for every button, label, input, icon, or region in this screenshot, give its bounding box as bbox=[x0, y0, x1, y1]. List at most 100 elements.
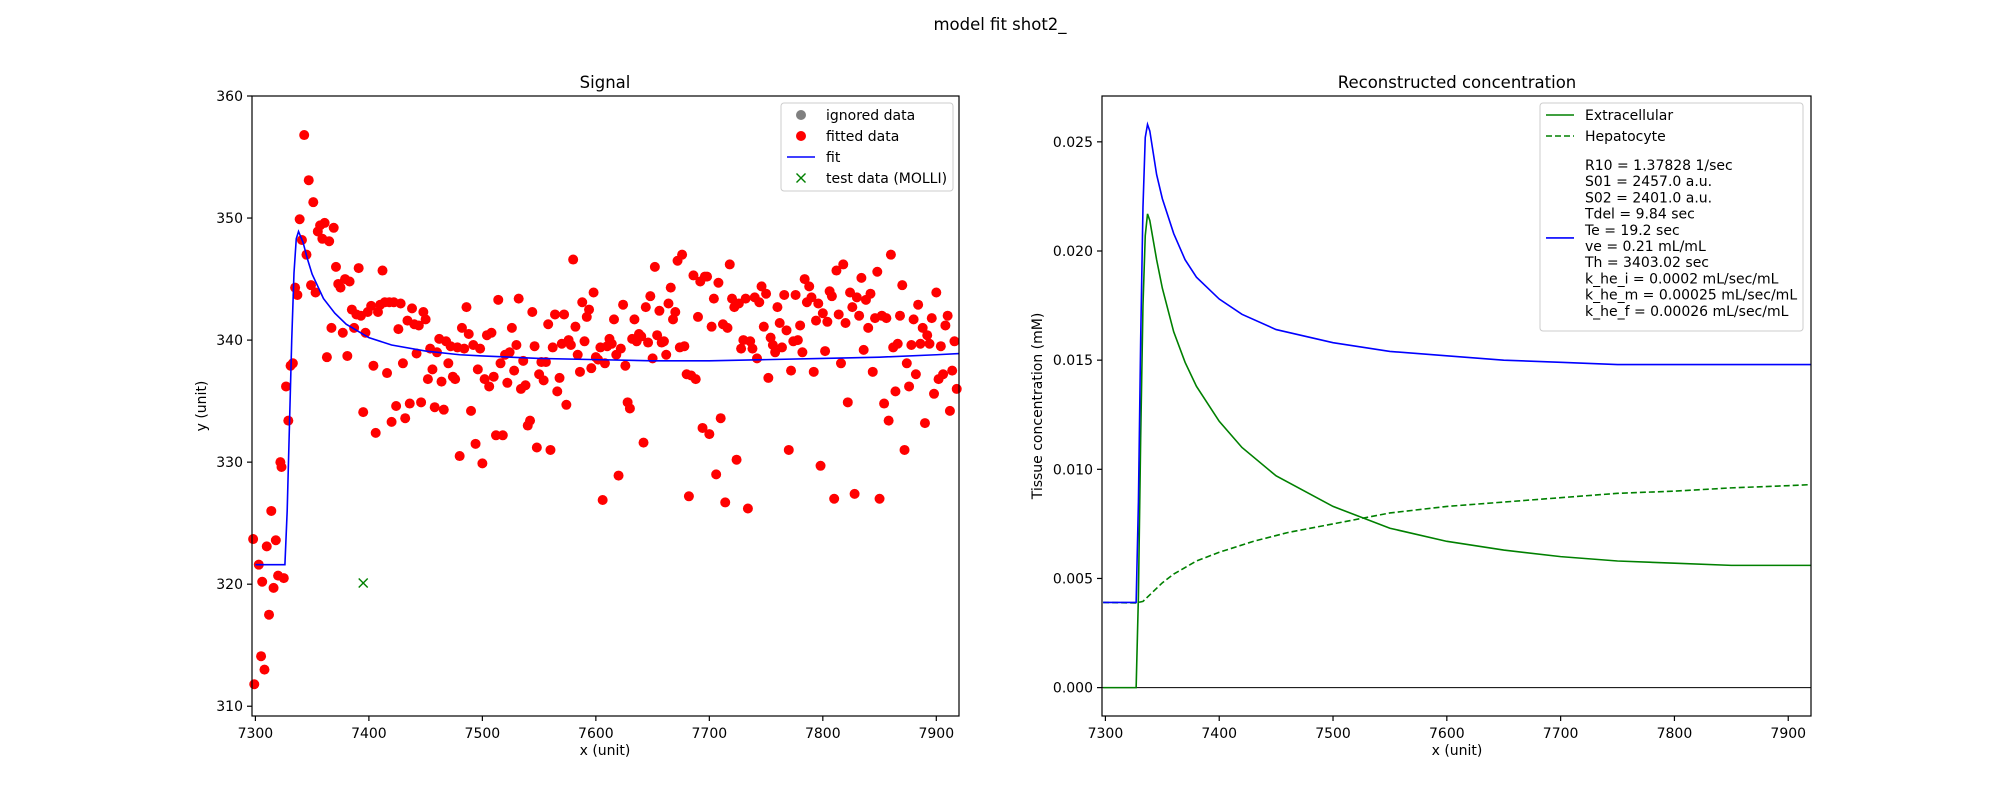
fitted-data-point bbox=[438, 404, 449, 415]
fitted-data-point bbox=[822, 316, 833, 327]
fitted-data-point bbox=[463, 328, 474, 339]
fitted-data-point bbox=[899, 444, 910, 455]
fitted-data-point bbox=[904, 381, 915, 392]
fitted-data-point bbox=[540, 357, 551, 368]
fitted-data-point bbox=[543, 319, 554, 330]
fit-line bbox=[255, 229, 960, 566]
fitted-data-point bbox=[690, 374, 701, 385]
figure-title: model fit shot2_ bbox=[933, 15, 1067, 35]
fitted-data-point bbox=[550, 309, 560, 320]
signal-ytick-label: 340 bbox=[216, 333, 243, 349]
signal-legend-label: ignored data bbox=[826, 108, 915, 124]
concentration-panel: Reconstructed concentration x (unit) Tis… bbox=[1030, 73, 1812, 759]
signal-panel: Signal x (unit) y (unit) 7300 7400 7500 760… bbox=[194, 73, 962, 759]
fitted-data-point bbox=[584, 304, 595, 315]
concentration-legend-label: Hepatocyte bbox=[1585, 129, 1666, 145]
fitted-data-point bbox=[488, 371, 499, 382]
fitted-data-point bbox=[692, 311, 703, 322]
fitted-data-point bbox=[493, 294, 504, 305]
fitted-data-point bbox=[321, 352, 332, 363]
fitted-data-point bbox=[368, 360, 379, 371]
fitted-data-point bbox=[454, 451, 465, 462]
fitted-data-point bbox=[366, 300, 377, 311]
concentration-ytick-label: 0.010 bbox=[1053, 462, 1093, 478]
fitted-data-point bbox=[416, 397, 427, 408]
fitted-data-point bbox=[638, 437, 649, 448]
fitted-data-point bbox=[817, 308, 828, 319]
fitted-data-point bbox=[308, 197, 319, 208]
fitted-data-point bbox=[702, 271, 713, 282]
fitted-data-point bbox=[486, 327, 497, 338]
fitted-data-point bbox=[849, 488, 860, 499]
fitted-data-point bbox=[919, 418, 930, 429]
fitted-data-point bbox=[554, 372, 565, 383]
fitted-data-point bbox=[835, 358, 846, 369]
fitted-data-point bbox=[929, 388, 940, 399]
fitted-data-point bbox=[353, 263, 364, 274]
fitted-data-point bbox=[360, 327, 371, 338]
fitted-data-point bbox=[661, 349, 672, 360]
fitted-data-point bbox=[792, 335, 803, 346]
param-text-line: Tdel = 9.84 sec bbox=[1584, 207, 1695, 223]
fitted-data-point bbox=[472, 364, 483, 375]
fitted-data-point bbox=[872, 266, 883, 277]
fitted-data-point bbox=[561, 399, 572, 410]
fitted-data-point bbox=[856, 272, 867, 283]
concentration-ticks: 7300 7400 7500 7600 7700 7800 7900 0.000 0.005 0.… bbox=[1053, 135, 1806, 742]
fitted-data-point bbox=[395, 298, 406, 309]
fitted-data-point bbox=[386, 416, 397, 427]
fitted-data-point bbox=[413, 320, 424, 331]
fitted-data-point bbox=[552, 386, 563, 397]
fitted-data-point bbox=[299, 130, 310, 141]
fitted-data-point bbox=[944, 405, 955, 416]
fitted-data-point bbox=[525, 415, 536, 426]
fitted-data-point bbox=[466, 405, 477, 416]
signal-xtick-label: 7700 bbox=[692, 726, 728, 742]
fitted-data-point bbox=[740, 293, 751, 304]
fitted-data-point bbox=[708, 293, 719, 304]
fitted-data-point bbox=[813, 298, 824, 309]
fitted-data-point bbox=[942, 310, 953, 321]
fitted-data-point bbox=[786, 365, 797, 376]
fitted-data-point bbox=[704, 429, 715, 440]
fitted-data-point bbox=[513, 293, 524, 304]
fitted-data-point bbox=[761, 288, 772, 299]
fitted-data-point bbox=[264, 609, 275, 620]
fitted-data-point bbox=[391, 401, 402, 411]
fitted-data-point bbox=[565, 339, 576, 350]
fitted-data-point bbox=[248, 534, 259, 545]
fitted-data-point bbox=[257, 576, 268, 587]
fitted-data-point bbox=[652, 330, 663, 341]
fitted-data-point bbox=[520, 380, 531, 391]
fitted-data-point bbox=[344, 276, 355, 287]
fitted-data-point bbox=[742, 503, 753, 514]
fitted-data-point bbox=[890, 386, 901, 397]
fitted-data-point bbox=[722, 322, 733, 333]
signal-ytick-label: 350 bbox=[216, 211, 243, 227]
fitted-data-point bbox=[382, 368, 393, 379]
fitted-data-point bbox=[597, 494, 608, 505]
signal-ytick-label: 310 bbox=[216, 699, 243, 715]
param-text-line: Te = 19.2 sec bbox=[1584, 223, 1680, 239]
fitted-data-point bbox=[506, 322, 517, 333]
fitted-data-point bbox=[720, 497, 731, 508]
fitted-data-point bbox=[833, 309, 844, 320]
fitted-data-point bbox=[842, 397, 853, 408]
fitted-data-point bbox=[335, 282, 346, 293]
fitted-data-point bbox=[854, 310, 865, 321]
fitted-data-point bbox=[283, 415, 294, 426]
total-concentration-line bbox=[1103, 121, 1811, 604]
hepatocyte-line bbox=[1103, 483, 1812, 604]
fitted-data-point bbox=[456, 322, 467, 333]
fitted-data-point bbox=[713, 277, 724, 288]
fitted-data-point bbox=[649, 261, 660, 272]
fitted-data-point bbox=[858, 344, 869, 355]
fitted-data-point bbox=[547, 342, 558, 353]
fitted-data-point bbox=[411, 348, 422, 359]
concentration-axes-frame bbox=[1101, 95, 1812, 717]
fitted-data-point bbox=[281, 381, 292, 392]
signal-ytick-label: 330 bbox=[216, 455, 243, 471]
fitted-data-point bbox=[393, 324, 404, 335]
signal-legend-label: test data (MOLLI) bbox=[826, 171, 947, 187]
